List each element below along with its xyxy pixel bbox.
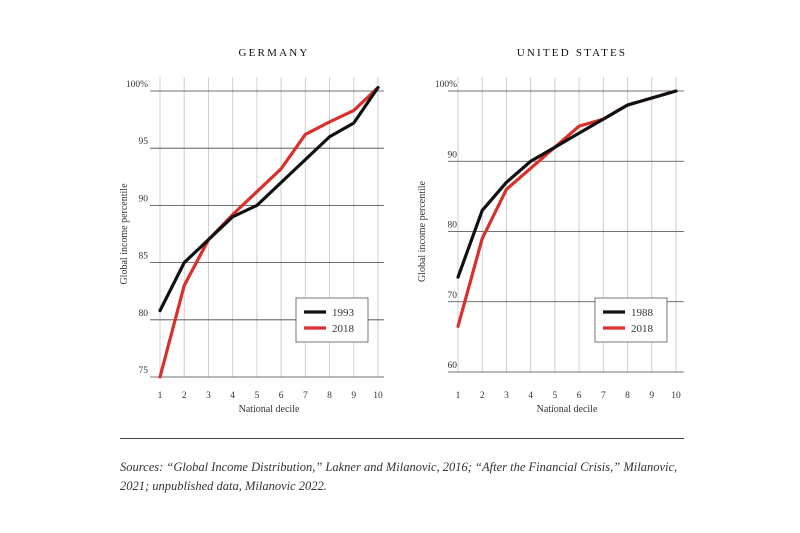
us-x-tick-label: 3 — [504, 391, 509, 401]
germany-y-tick-label: 100% — [126, 80, 148, 90]
germany-legend-label-1993: 1993 — [332, 307, 355, 319]
germany-legend-box — [295, 297, 369, 343]
sources-note: Sources: “Global Income Distribution,” L… — [120, 460, 678, 493]
germany-x-tick-label: 8 — [327, 391, 332, 401]
germany-y-tick-label: 90 — [139, 194, 149, 204]
us-legend-box — [594, 297, 668, 343]
germany-series-1993-line — [158, 85, 380, 313]
divider — [120, 438, 684, 439]
us-chart-title: UNITED STATES — [517, 47, 628, 59]
us-x-tick-label: 4 — [528, 391, 533, 401]
germany-y-tick-label: 75 — [139, 366, 149, 376]
germany-chart-title: GERMANY — [238, 47, 309, 59]
us-y-tick-label: 60 — [448, 361, 458, 371]
germany-x-tick-label: 10 — [373, 391, 383, 401]
germany-x-axis-label: National decile — [239, 404, 300, 415]
us-x-tick-label: 8 — [625, 391, 630, 401]
us-x-tick-label: 5 — [553, 391, 558, 401]
germany-y-tick-label: 95 — [139, 137, 149, 147]
us-series-1988-line — [456, 89, 678, 279]
germany-x-tick-label: 2 — [182, 391, 187, 401]
us-legend-label-2018: 2018 — [631, 323, 654, 335]
us-y-axis-label: Global income percentile — [417, 180, 428, 282]
germany-y-axis-label: Global income percentile — [119, 183, 130, 285]
germany-x-tick-label: 1 — [158, 391, 163, 401]
us-x-tick-label: 10 — [671, 391, 681, 401]
germany-x-tick-label: 5 — [255, 391, 260, 401]
us-y-tick-label: 100% — [435, 80, 457, 90]
germany-x-tick-label: 9 — [351, 391, 356, 401]
us-x-tick-label: 7 — [601, 391, 606, 401]
us-x-tick-label: 2 — [480, 391, 485, 401]
us-x-tick-label: 9 — [649, 391, 654, 401]
germany-y-tick-label: 80 — [139, 309, 149, 319]
germany-series-2018-line — [158, 85, 380, 379]
germany-x-tick-label: 7 — [303, 391, 308, 401]
germany-x-tick-label: 6 — [279, 391, 284, 401]
germany-y-tick-label: 85 — [139, 252, 149, 262]
us-y-tick-label: 90 — [448, 150, 458, 160]
germany-legend-label-2018: 2018 — [332, 323, 355, 335]
germany-x-tick-label: 4 — [230, 391, 235, 401]
germany-x-tick-label: 3 — [206, 391, 211, 401]
us-legend-label-1988: 1988 — [631, 307, 654, 319]
us-y-tick-label: 70 — [448, 291, 458, 301]
us-x-tick-label: 1 — [456, 391, 461, 401]
us-series-2018-line — [456, 89, 678, 328]
us-x-tick-label: 6 — [577, 391, 582, 401]
us-x-axis-label: National decile — [537, 404, 598, 415]
us-y-tick-label: 80 — [448, 221, 458, 231]
